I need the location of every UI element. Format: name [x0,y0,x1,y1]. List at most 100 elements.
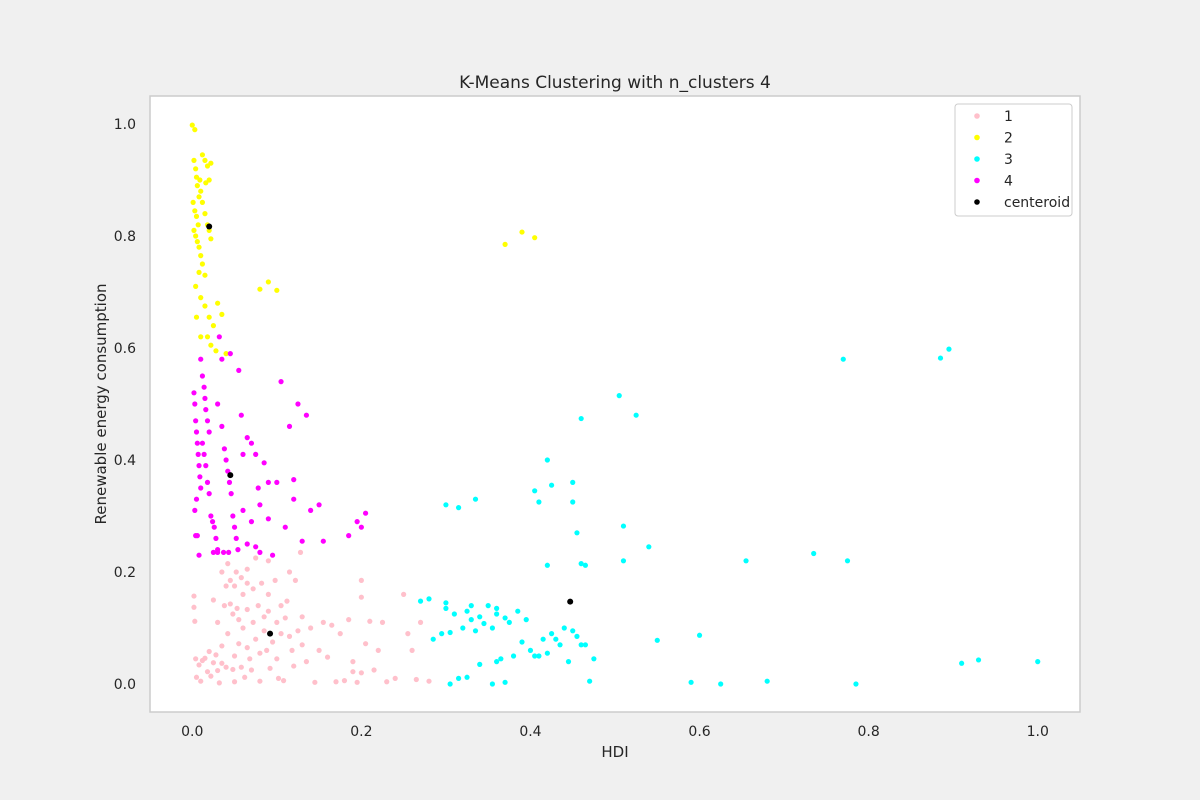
scatter-point [198,485,204,491]
scatter-point [578,561,584,567]
scatter-point [269,552,276,558]
scatter-point [199,261,206,267]
scatter-point [460,625,466,631]
scatter-point [274,619,280,626]
scatter-point [570,479,576,485]
scatter-point [654,637,660,643]
scatter-point [202,272,208,278]
x-tick-label: 0.4 [519,724,541,740]
series-0 [191,549,432,686]
scatter-point [202,211,208,217]
scatter-point [199,373,206,379]
scatter-point [211,524,217,530]
scatter-point [202,157,208,163]
scatter-point [206,314,212,320]
scatter-point [231,653,238,659]
scatter-point [633,412,639,418]
scatter-point [215,401,221,407]
scatter-point [257,286,263,292]
scatter-point [261,628,267,634]
scatter-point [192,507,198,513]
scatter-point [196,269,202,275]
scatter-point [255,485,261,491]
scatter-point [299,614,305,620]
scatter-point [292,577,299,584]
series-4 [206,223,574,637]
scatter-point [439,631,445,637]
scatter-point [208,342,214,348]
scatter-point [536,653,542,659]
scatter-point [202,303,208,309]
scatter-point [286,423,293,429]
scatter-point [561,625,567,631]
scatter-point [235,547,241,553]
scatter-point [959,660,965,666]
scatter-point [202,395,208,401]
scatter-point [192,401,198,407]
scatter-point [208,673,214,679]
scatter-point [405,631,411,637]
scatter-point [417,598,424,604]
scatter-point [189,122,195,128]
scatter-point [255,603,261,609]
scatter-point [275,675,282,682]
scatter-point [811,550,817,557]
scatter-point [494,605,500,612]
x-tick-label: 0.2 [350,724,372,740]
scatter-point [269,639,276,645]
scatter-point [240,507,246,513]
scatter-point [236,617,242,623]
scatter-point [536,499,542,505]
scatter-point [853,681,859,687]
scatter-point [219,423,225,429]
x-tick-label: 0.6 [688,724,710,740]
scatter-point [447,681,453,687]
series-2 [417,346,1041,687]
x-tick-label: 1.0 [1027,724,1049,740]
scatter-point [193,166,199,172]
scatter-point [250,586,256,592]
scatter-point [455,675,462,682]
scatter-point [299,642,305,648]
x-axis-label: HDI [601,743,628,761]
scatter-point [220,549,227,556]
scatter-point [578,642,584,648]
legend-entry: centeroid [1004,195,1070,211]
scatter-point [494,659,500,665]
scatter-point [502,241,508,247]
scatter-point [274,656,280,662]
scatter-point [244,606,250,613]
scatter-point [316,502,322,508]
scatter-point [477,661,483,668]
scatter-point [248,667,255,673]
scatter-point [527,647,534,654]
scatter-point [193,496,200,502]
scatter-point [219,356,225,362]
scatter-point [265,591,271,598]
scatter-point [274,479,280,485]
scatter-point [257,502,263,508]
scatter-point [192,208,198,214]
scatter-point [193,429,200,435]
scatter-point [219,311,225,317]
scatter-point [210,597,217,603]
scatter-point [764,678,770,684]
scatter-point [206,429,212,435]
scatter-point [195,222,201,228]
scatter-point [230,513,236,519]
scatter-point [244,580,250,586]
scatter-point [215,300,221,306]
scatter-point [238,412,244,418]
scatter-point [231,524,238,530]
scatter-point [272,577,278,584]
scatter-point [193,674,200,680]
scatter-point [582,642,589,648]
scatter-point [221,446,227,452]
legend-entry: 3 [1004,152,1013,168]
scatter-point [350,659,356,665]
scatter-point [519,639,525,645]
scatter-point [197,474,203,480]
scatter-point [582,562,589,568]
scatter-point [426,596,432,602]
